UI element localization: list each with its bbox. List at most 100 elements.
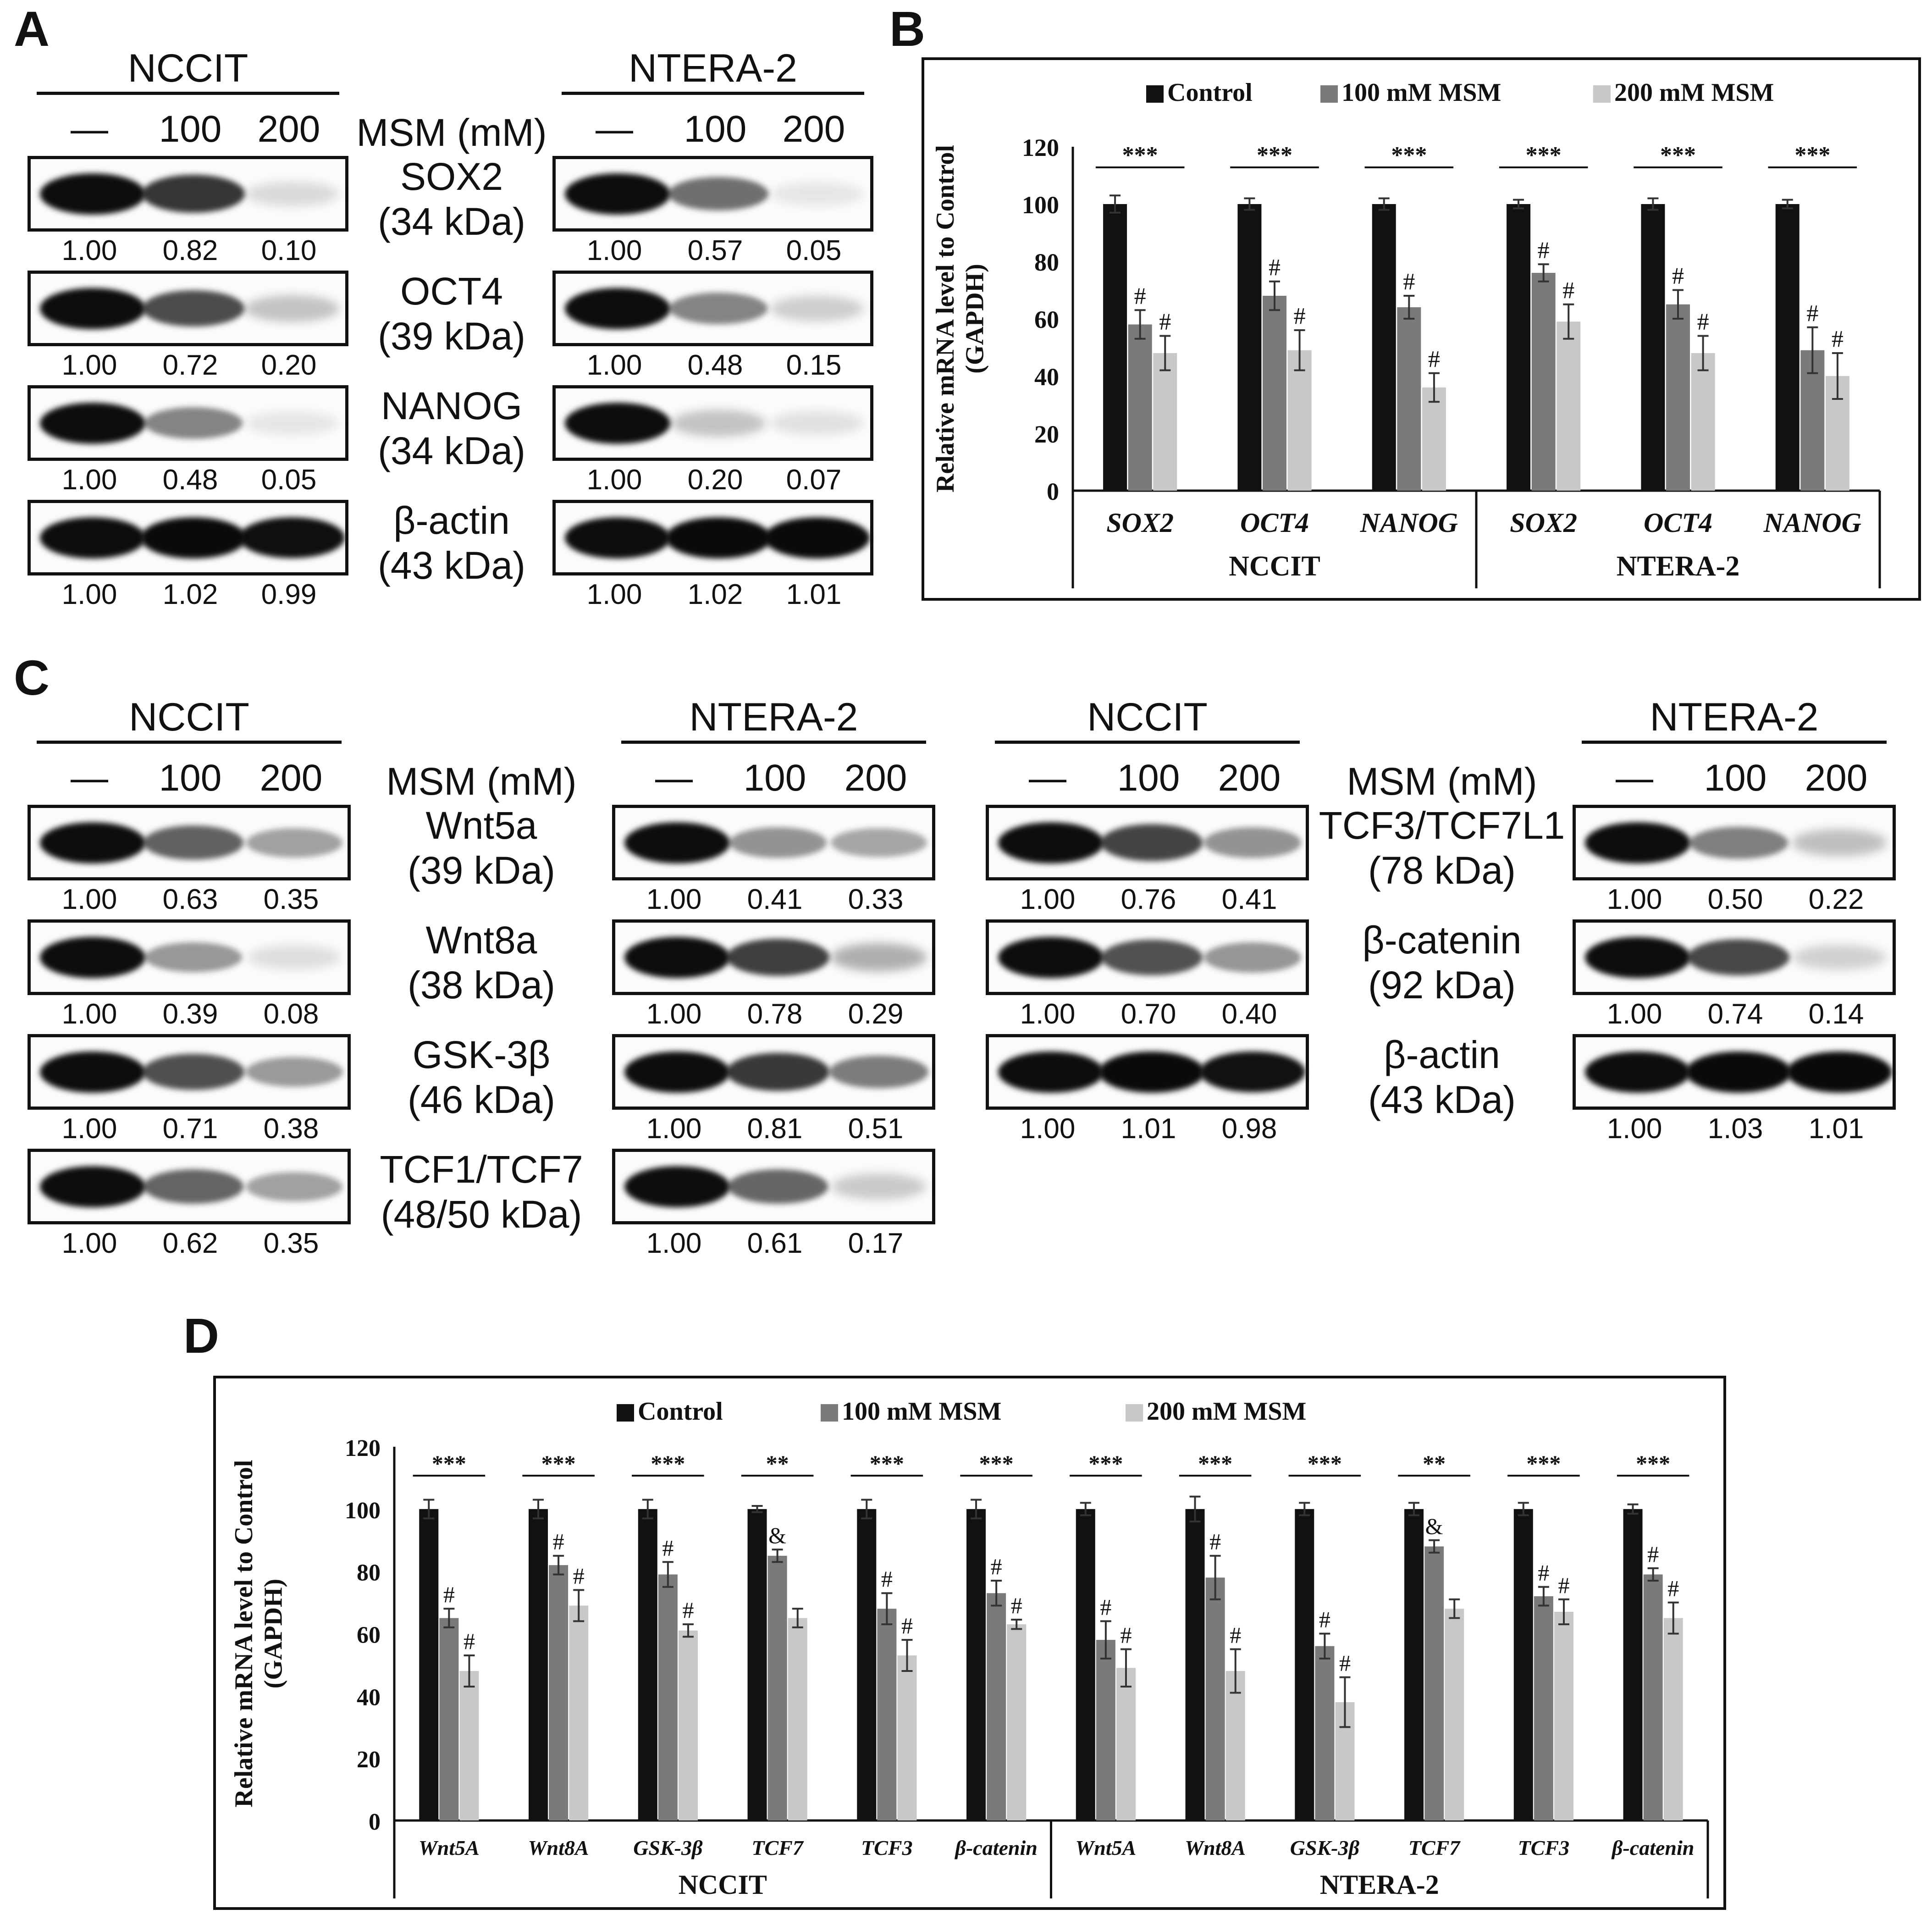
protein-kda: (43 kDa) (377, 544, 526, 587)
significance-marker: # (1339, 1650, 1351, 1676)
protein-band (1099, 1051, 1204, 1093)
significance-marker: & (768, 1522, 786, 1548)
significance-marker: # (1294, 303, 1306, 329)
band-quantification: 1.00 (61, 235, 117, 266)
band-quantification: 1.00 (1606, 998, 1662, 1030)
blot-image (28, 1034, 351, 1110)
blot-image (28, 271, 348, 346)
legend-swatch (821, 1404, 838, 1422)
category-label: TCF3 (1518, 1836, 1569, 1859)
protein-band (671, 409, 766, 437)
category-label: Wnt8A (1185, 1836, 1246, 1859)
bar (638, 1509, 657, 1820)
y-tick-label: 80 (1034, 249, 1059, 276)
bar (767, 1555, 787, 1820)
legend-label: 200 mM MSM (1147, 1397, 1306, 1426)
band-quantification: 0.41 (1221, 884, 1277, 915)
band-quantification: 0.62 (162, 1228, 218, 1259)
protein-band (1100, 824, 1203, 861)
blot-image (986, 805, 1309, 880)
blot-image (1573, 805, 1896, 880)
band-quantification: 1.00 (646, 998, 702, 1030)
significance-marker: & (1425, 1513, 1443, 1539)
protein-band (624, 936, 730, 978)
significance-marker: # (1538, 237, 1550, 263)
bar (1534, 1596, 1553, 1820)
blot-image (612, 805, 935, 880)
y-tick-label: 20 (357, 1747, 381, 1773)
band-quantification: 1.01 (786, 579, 842, 610)
bar (1372, 204, 1396, 491)
protein-band (40, 288, 145, 329)
protein-kda: (78 kDa) (1368, 849, 1516, 892)
band-quantification: 0.74 (1707, 998, 1763, 1030)
band-quantification: 1.00 (1020, 998, 1076, 1030)
bar (1153, 353, 1177, 491)
y-axis-label-line: Relative mRNA level to Control (230, 1460, 258, 1808)
protein-band (998, 936, 1104, 978)
band-quantification: 1.00 (1606, 884, 1662, 915)
protein-band (1787, 1051, 1892, 1093)
category-label: NANOG (1360, 508, 1458, 538)
protein-band (727, 938, 829, 976)
blot-image (28, 805, 351, 880)
group-label: NTERA-2 (1617, 551, 1740, 582)
y-tick-label: 20 (1034, 421, 1059, 448)
protein-name: GSK-3β (412, 1033, 551, 1076)
protein-band (246, 411, 338, 435)
y-tick-label: 80 (357, 1560, 381, 1586)
protein-band (1792, 829, 1887, 856)
panel-label-a: A (14, 1, 50, 56)
bar (1185, 1509, 1205, 1820)
protein-band (142, 175, 245, 213)
y-axis-label-line: Relative mRNA level to Control (931, 145, 960, 492)
significance-marker: # (1230, 1622, 1241, 1648)
y-tick-label: 40 (1034, 363, 1059, 391)
band-quantification: 0.22 (1808, 884, 1864, 915)
band-quantification: 0.39 (162, 998, 218, 1030)
header-rule (562, 92, 864, 95)
band-quantification: 0.71 (162, 1113, 218, 1145)
protein-band (668, 177, 768, 210)
protein-band (764, 517, 870, 559)
band-quantification: 1.00 (1606, 1113, 1662, 1145)
band-quantification: 0.35 (263, 1228, 319, 1259)
cell-line-header: NCCIT (127, 46, 248, 90)
lane-label: — (1616, 757, 1653, 799)
bar (1295, 1509, 1314, 1820)
significance-stars: *** (1526, 1450, 1561, 1476)
band-quantification: 1.00 (61, 579, 117, 610)
lane-label: — (655, 757, 693, 799)
band-quantification: 0.78 (747, 998, 803, 1030)
band-quantification: 0.35 (263, 884, 319, 915)
significance-stars: *** (979, 1450, 1014, 1476)
protein-band (728, 1169, 828, 1204)
bar (1315, 1646, 1335, 1820)
significance-stars: *** (1526, 142, 1562, 168)
significance-marker: # (1159, 309, 1171, 335)
protein-name: β-actin (393, 499, 510, 542)
significance-marker: # (901, 1613, 913, 1638)
protein-band (40, 173, 145, 215)
significance-marker: # (1319, 1607, 1330, 1632)
band-quantification: 1.00 (586, 464, 642, 496)
bar (1007, 1624, 1027, 1820)
blot-image (28, 500, 348, 575)
protein-band (829, 1056, 928, 1088)
significance-marker: # (1558, 1572, 1569, 1598)
protein-band (248, 945, 341, 970)
band-quantification: 0.10 (261, 235, 317, 266)
protein-band (831, 943, 927, 972)
treatment-label: MSM (mM) (1347, 760, 1537, 803)
legend-swatch (1320, 85, 1338, 103)
lane-label: 200 (1218, 757, 1281, 799)
protein-name: TCF1/TCF7 (380, 1148, 583, 1191)
blot-image (612, 1034, 935, 1110)
lane-label: 100 (1704, 757, 1767, 799)
panel-d-chart: Control 100 mM MSM 200 mM MSM 0 20 40 60 80 100 1… (213, 1376, 1726, 1910)
blot-image (986, 919, 1309, 995)
protein-band (998, 1051, 1104, 1093)
band-quantification: 0.51 (848, 1113, 904, 1145)
lane-label: 200 (782, 108, 845, 150)
category-label: β-catenin (954, 1836, 1037, 1859)
